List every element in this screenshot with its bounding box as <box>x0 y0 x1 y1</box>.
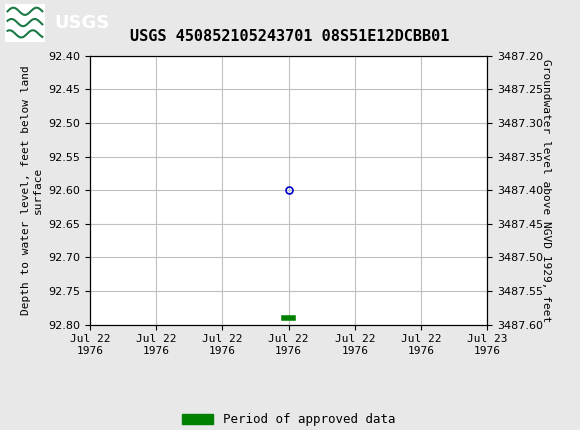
Text: USGS: USGS <box>54 14 109 31</box>
Y-axis label: Depth to water level, feet below land
surface: Depth to water level, feet below land su… <box>21 65 42 315</box>
Y-axis label: Groundwater level above NGVD 1929, feet: Groundwater level above NGVD 1929, feet <box>541 58 552 322</box>
FancyBboxPatch shape <box>5 3 45 42</box>
Legend: Period of approved data: Period of approved data <box>177 408 400 430</box>
Text: USGS 450852105243701 08S51E12DCBB01: USGS 450852105243701 08S51E12DCBB01 <box>130 29 450 44</box>
